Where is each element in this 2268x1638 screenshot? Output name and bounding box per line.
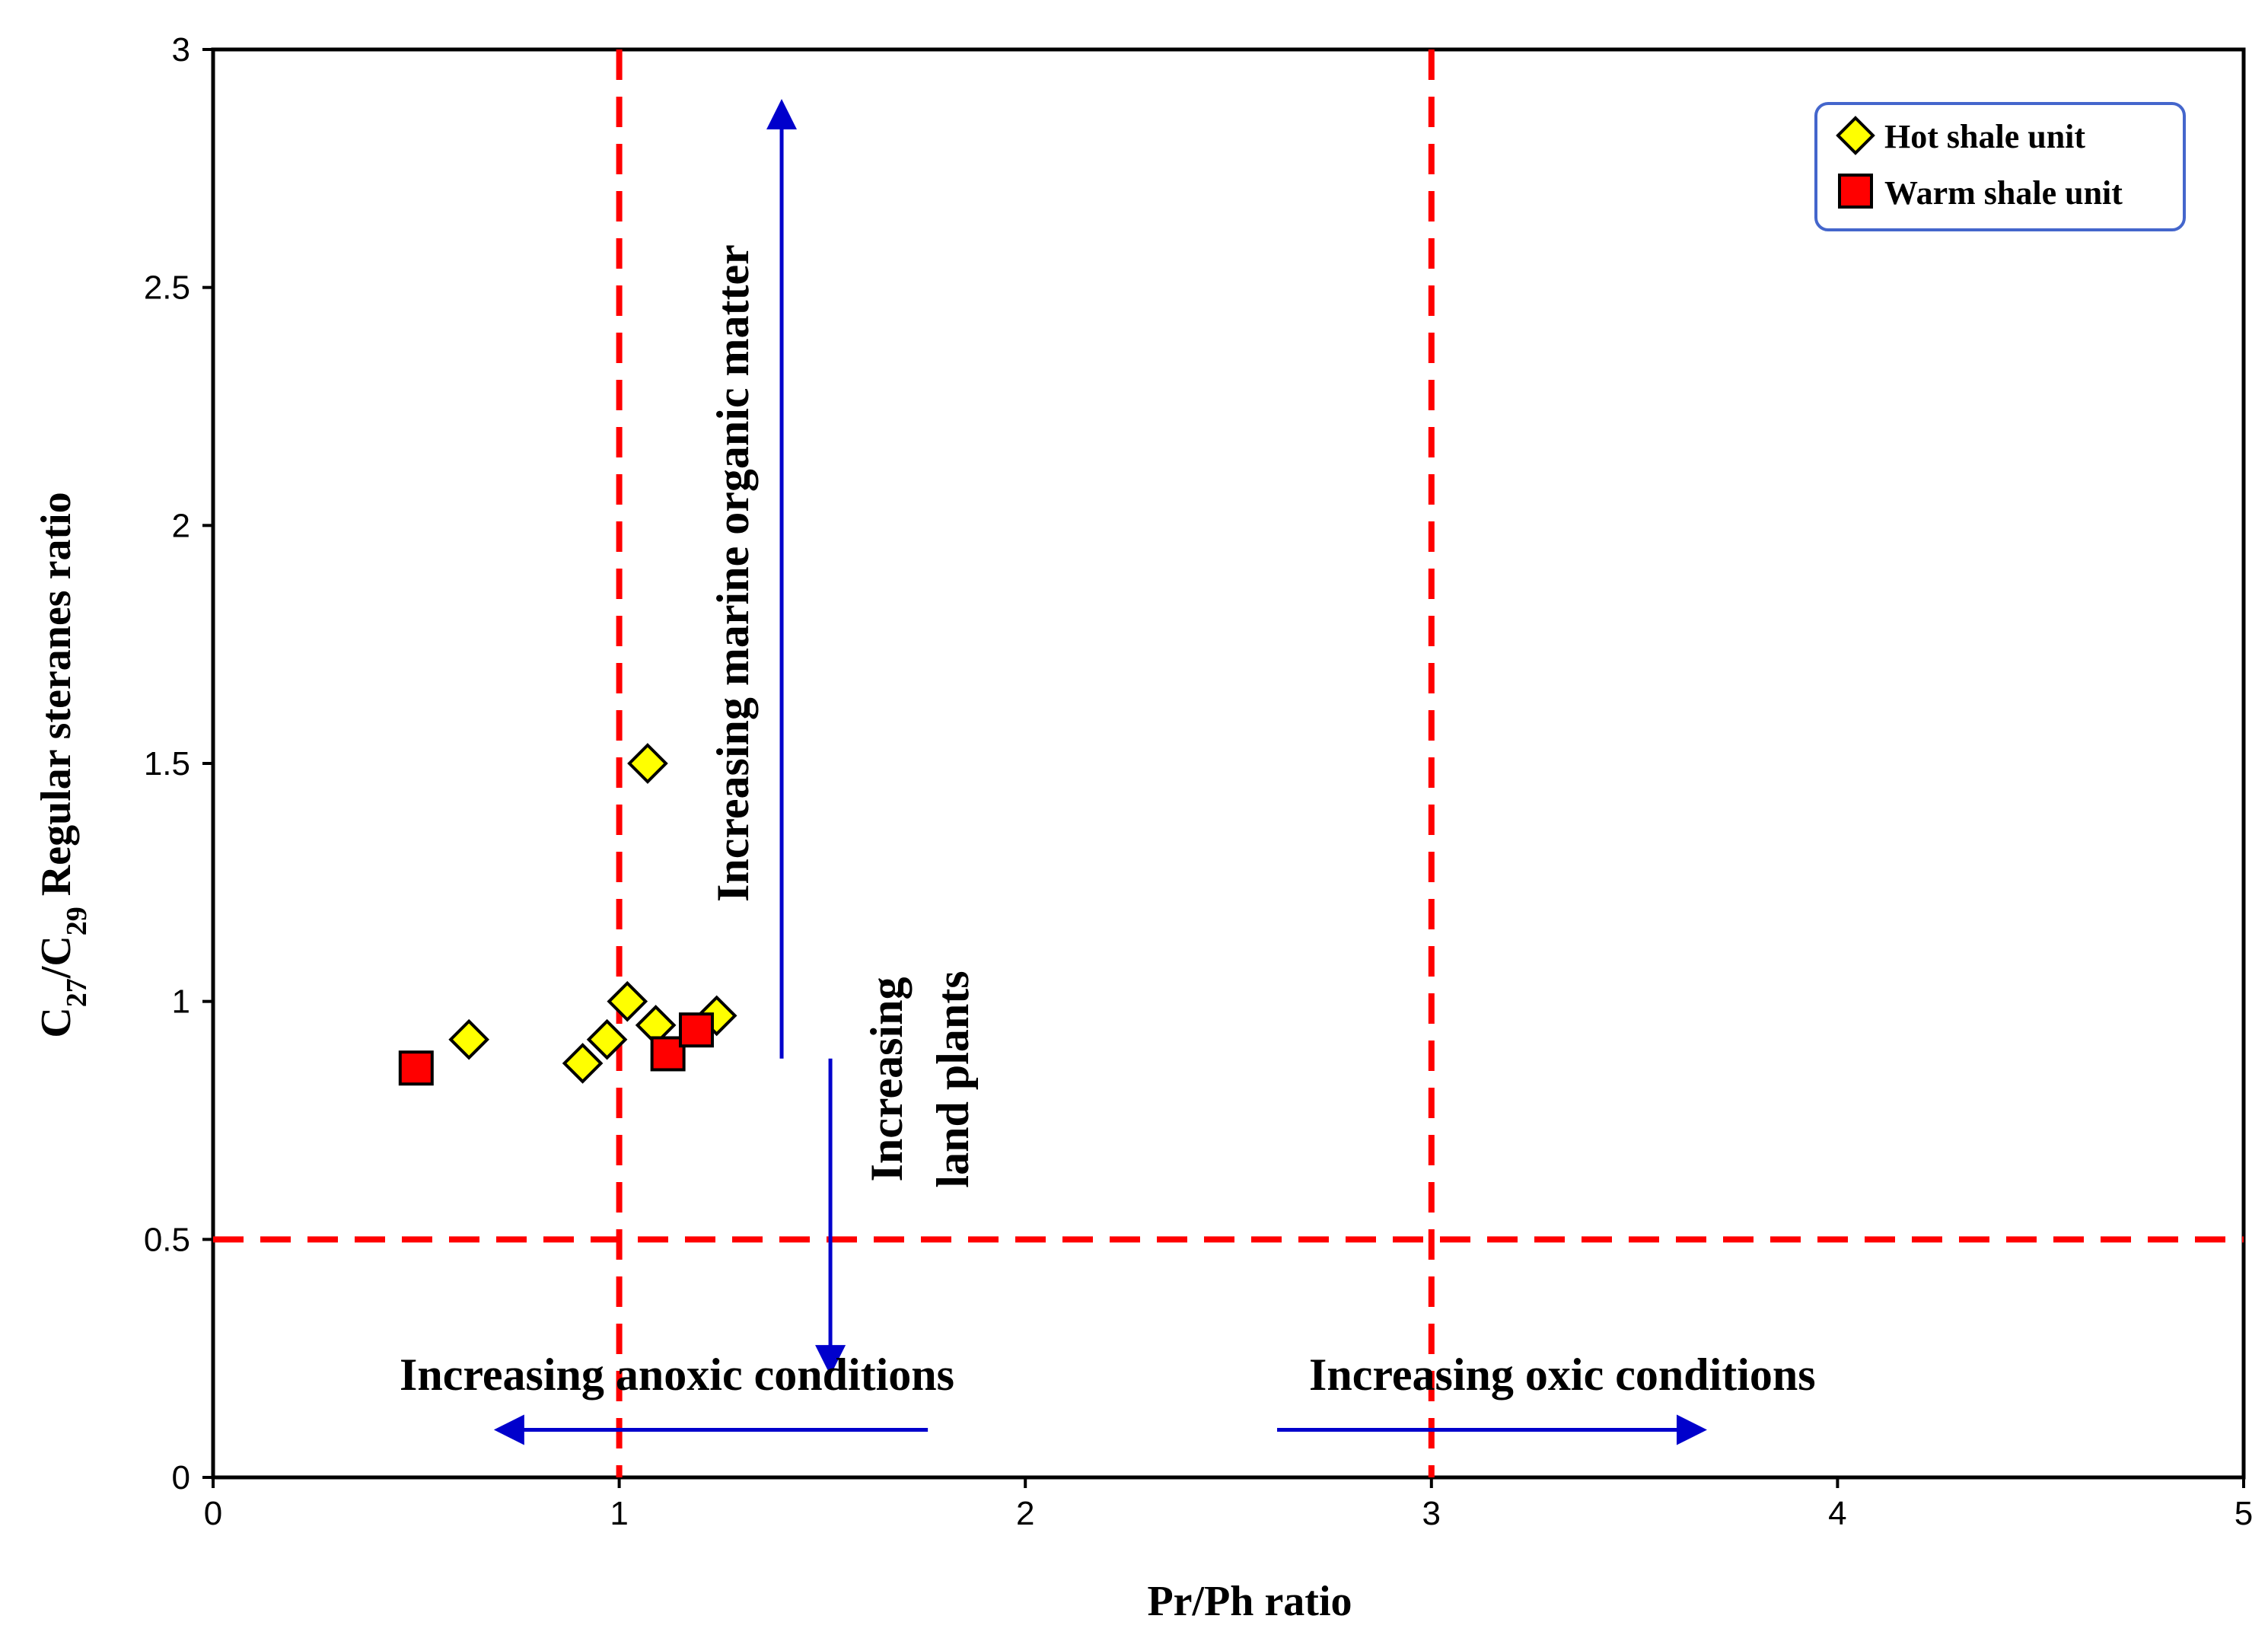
legend-hot-shale-marker (1836, 116, 1875, 155)
legend-box (1814, 102, 2186, 231)
x-axis-title: Pr/Ph ratio (1147, 1578, 1352, 1625)
legend: Hot shale unit Warm shale unit (1814, 102, 2186, 231)
data-points (398, 743, 737, 1086)
legend-hot-shale-label: Hot shale unit (1884, 118, 2085, 155)
y-axis-title: C27/C29 Regular steranes ratio (33, 492, 93, 1037)
reference-lines (213, 49, 2244, 1477)
hot-shale-point-3 (586, 1018, 628, 1060)
annotation-arrows (493, 99, 1707, 1445)
x-tick-label: 4 (1828, 1495, 1846, 1532)
x-tick-label: 0 (204, 1495, 222, 1532)
y-tick-label: 2.5 (144, 269, 190, 307)
warm-shale-point-3 (678, 1012, 714, 1048)
y-tick-label: 0 (172, 1459, 190, 1496)
legend-warm-shale-label: Warm shale unit (1884, 174, 2123, 212)
annotation-land-plants-line1: Increasing (862, 977, 912, 1182)
warm-shale-point-2 (650, 1036, 686, 1072)
y-tick-label: 1 (172, 983, 190, 1021)
x-tick-label: 3 (1422, 1495, 1441, 1532)
annotation-marine-organic-matter: Increasing marine organic matter (708, 244, 758, 902)
x-tick-label: 5 (2235, 1495, 2253, 1532)
hot-shale-point-2 (562, 1043, 604, 1084)
hot-shale-point-5 (627, 743, 668, 784)
y-tick-label: 2 (172, 507, 190, 544)
annotation-land-plants-line2: land plants (928, 970, 978, 1187)
axis-ticks: 0 1 2 3 4 5 0 0.5 1 1.5 2 2.5 3 (144, 31, 2253, 1532)
warm-shale-point-1 (398, 1050, 434, 1086)
y-tick-label: 0.5 (144, 1221, 190, 1258)
x-tick-label: 2 (1016, 1495, 1034, 1532)
annotation-oxic: Increasing oxic conditions (1309, 1350, 1816, 1400)
hot-shale-point-1 (448, 1018, 489, 1060)
y-tick-label: 3 (172, 31, 190, 69)
x-tick-label: 1 (610, 1495, 628, 1532)
legend-warm-shale-marker (1838, 174, 1873, 209)
hot-shale-point-4 (607, 980, 648, 1022)
plot-frame (211, 47, 2246, 1480)
annotation-anoxic: Increasing anoxic conditions (400, 1350, 954, 1400)
y-tick-label: 1.5 (144, 745, 190, 782)
